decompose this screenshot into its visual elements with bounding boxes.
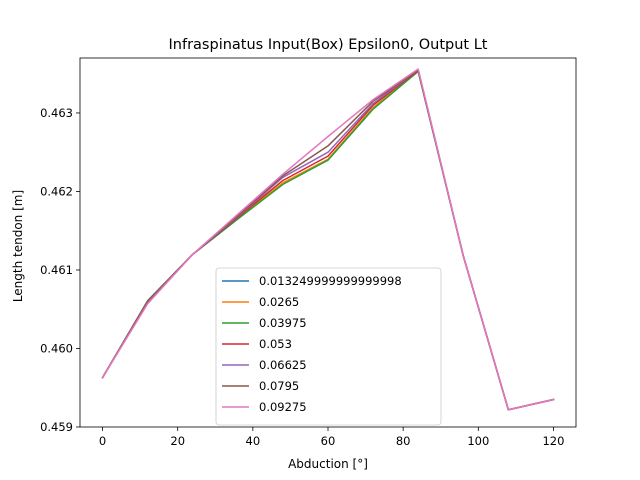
x-tick-label: 100	[467, 434, 489, 448]
y-axis-label: Length tendon [m]	[11, 190, 25, 302]
x-tick-label: 0	[99, 434, 106, 448]
chart-title: Infraspinatus Input(Box) Epsilon0, Outpu…	[169, 37, 488, 53]
y-tick-label: 0.461	[40, 263, 73, 277]
legend-label-5: 0.06625	[259, 358, 307, 372]
legend: 0.013249999999999998 0.0265 0.03975 0.053 0.…	[215, 267, 442, 426]
legend-label-6: 0.0795	[259, 379, 299, 393]
legend-label-3: 0.03975	[259, 316, 307, 330]
y-tick-label: 0.462	[40, 184, 73, 198]
x-tick-label: 80	[396, 434, 411, 448]
x-tick-label: 20	[170, 434, 185, 448]
x-tick-label: 60	[321, 434, 336, 448]
legend-label-2: 0.0265	[259, 295, 299, 309]
x-tick-label: 120	[542, 434, 564, 448]
legend-label-4: 0.053	[259, 337, 292, 351]
legend-box	[215, 267, 442, 426]
y-tick-label: 0.463	[40, 106, 73, 120]
x-tick-label: 40	[246, 434, 261, 448]
plot-area: 0 20 40 60 80 100 120 0.459 0.460 0.461 0.462 0.463…	[40, 57, 577, 448]
legend-label-1: 0.013249999999999998	[259, 274, 402, 288]
x-axis-label: Abduction [°]	[288, 457, 368, 471]
y-tick-label: 0.459	[40, 420, 73, 434]
series-line-7	[101, 68, 555, 411]
legend-label-7: 0.09275	[259, 400, 307, 414]
y-tick-label: 0.460	[40, 341, 73, 355]
